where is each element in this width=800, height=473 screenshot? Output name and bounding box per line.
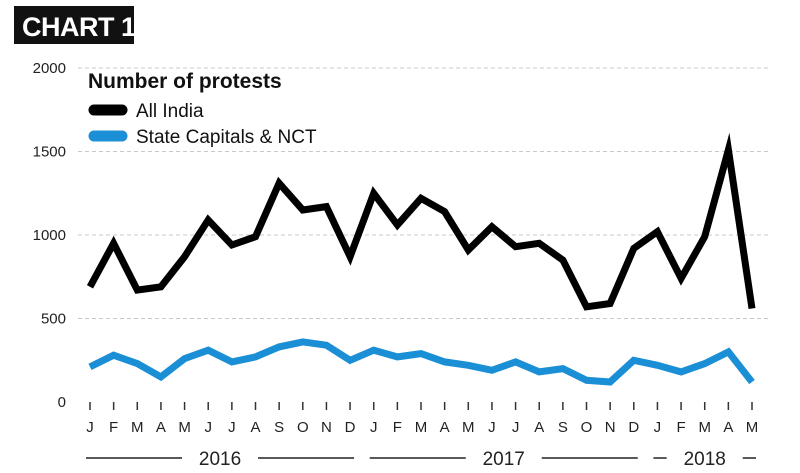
y-tick-label: 1000 [33, 227, 66, 244]
x-tick-label: D [345, 419, 356, 436]
x-tick-label: A [440, 419, 450, 436]
x-tick-label: N [321, 419, 332, 436]
y-tick-label: 2000 [33, 60, 66, 77]
x-tick-label: J [512, 419, 520, 436]
y-axis: 0 500 1000 1500 2000 [33, 60, 66, 411]
legend-label: All India [136, 101, 204, 122]
x-tick-label: J [654, 419, 662, 436]
year-label: 2017 [483, 449, 525, 470]
y-tick-label: 1500 [33, 144, 66, 161]
x-tick-label: D [628, 419, 639, 436]
x-tick-label: O [581, 419, 593, 436]
x-tick-label: J [86, 419, 94, 436]
series-layer [86, 132, 756, 386]
series-line-state-capitals [88, 338, 755, 386]
x-tick-label: J [204, 419, 212, 436]
x-tick-label: M [462, 419, 475, 436]
legend-title: Number of protests [88, 70, 282, 93]
year-label: 2016 [199, 449, 241, 470]
gridlines [78, 67, 770, 319]
y-tick-label: 0 [58, 394, 66, 411]
x-tick-label: A [723, 419, 733, 436]
x-tick-label: A [534, 419, 544, 436]
x-tick-label: J [488, 419, 496, 436]
series-line-all-india [86, 132, 756, 311]
x-tick-label: M [415, 419, 428, 436]
x-tick-label: M [746, 419, 759, 436]
y-tick-label: 500 [41, 311, 66, 328]
x-tick-label: M [698, 419, 711, 436]
chart-badge-background [14, 6, 134, 44]
x-tick-label: J [228, 419, 236, 436]
x-tick-label: J [370, 419, 378, 436]
x-tick-label: F [676, 419, 685, 436]
x-tick-label: N [605, 419, 616, 436]
x-tick-label: M [131, 419, 144, 436]
x-tick-label: O [297, 419, 309, 436]
chart-badge-label: CHART 1 [22, 12, 136, 42]
x-tick-label: S [558, 419, 568, 436]
year-label: 2018 [684, 449, 726, 470]
chart-badge: CHART 1 [14, 6, 136, 44]
x-tick-label: S [274, 419, 284, 436]
x-tick-label: A [250, 419, 260, 436]
legend: Number of protests All India State Capita… [88, 70, 317, 148]
x-tick-label: A [156, 419, 166, 436]
legend-label: State Capitals & NCT [136, 127, 317, 148]
x-tick-label: M [178, 419, 191, 436]
x-tick-label: F [109, 419, 118, 436]
x-tick-label: F [393, 419, 402, 436]
